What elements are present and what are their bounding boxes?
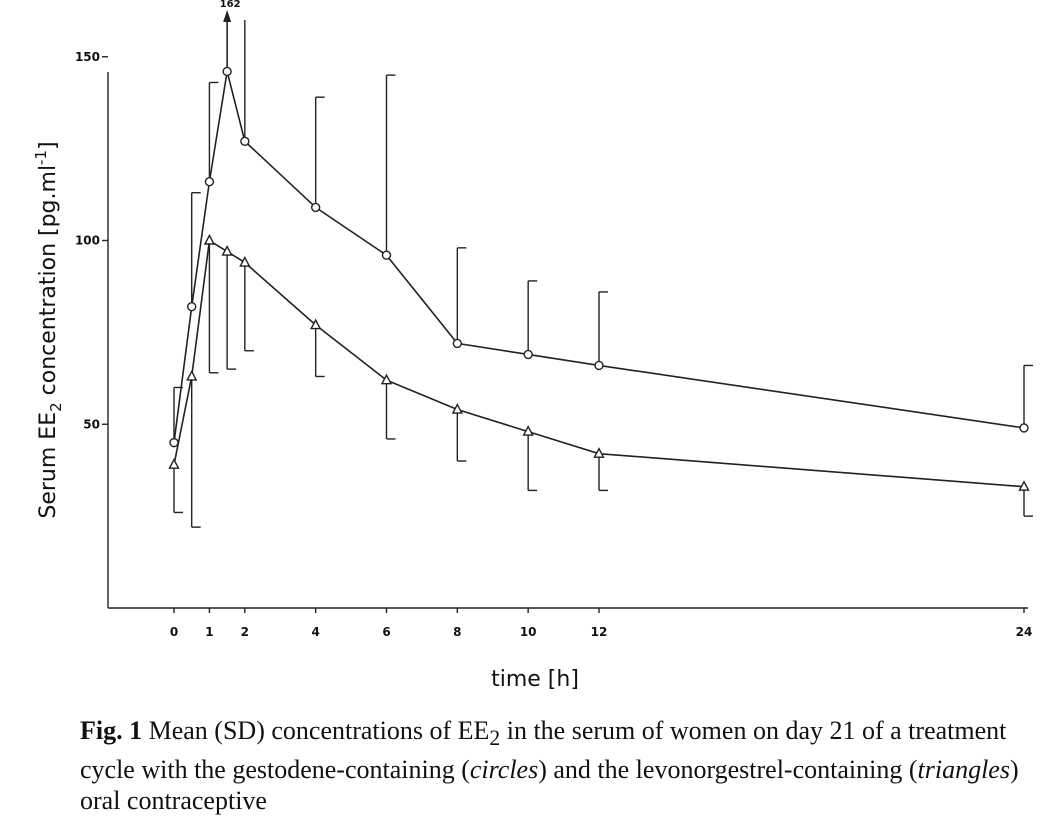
data-point-triangle [168, 458, 180, 469]
data-point-circle [240, 136, 250, 146]
caption-text: in the serum of women on day 21 of a tre… [80, 716, 1007, 785]
x-tick-label: 12 [591, 625, 608, 639]
data-point-circle [169, 437, 179, 448]
data-point-triangle [451, 403, 463, 414]
data-point-triangle [221, 245, 233, 256]
y-axis-label-part: Serum EE [36, 412, 61, 519]
y-axis-label-superscript: -1 [32, 150, 50, 165]
data-point-circle [594, 360, 604, 371]
data-point-circle [204, 176, 215, 187]
y-tick-label: 50 [83, 417, 100, 431]
x-tick-label: 24 [1016, 625, 1033, 639]
x-tick-label: 8 [453, 625, 461, 639]
data-point-triangle [203, 234, 216, 245]
y-tick-label: 150 [75, 50, 100, 64]
caption-italic-circles: circles [469, 755, 539, 785]
figure-caption: Fig. 1 Mean (SD) concentrations of EE2 i… [80, 715, 1030, 816]
x-tick-label: 2 [241, 625, 249, 639]
y-axis-label: Serum EE2 concentration [pg.ml-1] [32, 141, 65, 518]
y-tick-label: 100 [75, 234, 100, 248]
data-point-circle [187, 301, 197, 312]
axes [107, 72, 1028, 609]
caption-text: ) and the levonorgestrel-containing ( [538, 755, 918, 785]
offscale-annotation: 162 [220, 0, 241, 10]
data-point-triangle [310, 318, 322, 330]
caption-text: Mean (SD) concentrations of EE [142, 716, 490, 745]
caption-subscript: 2 [489, 726, 501, 751]
y-axis-label-part: ] [36, 141, 61, 150]
x-tick-label: 0 [170, 625, 178, 639]
x-tick-label: 4 [311, 625, 319, 639]
data-point-circle [1019, 423, 1029, 433]
data-point-triangle [593, 447, 605, 458]
plot-area: 162 [168, 0, 1033, 528]
data-point-triangle [380, 373, 393, 385]
x-tick-label: 10 [520, 625, 537, 639]
figure-label: Fig. 1 [80, 716, 143, 745]
data-point-circle [452, 338, 463, 349]
x-axis-label: time [h] [491, 667, 579, 692]
caption-text: ) oral contraceptive [80, 755, 1019, 816]
error-bar-arrowhead [223, 10, 232, 22]
data-point-triangle [186, 369, 198, 381]
x-tick-label: 1 [205, 625, 213, 639]
data-point-triangle [522, 425, 534, 436]
x-tick-label: 6 [382, 625, 390, 639]
data-point-circle [222, 66, 232, 77]
y-axis-label-subscript: 2 [47, 402, 65, 412]
data-point-circle [310, 202, 321, 213]
y-axis-label-part: concentration [pg.ml [36, 165, 61, 402]
data-point-circle [523, 349, 533, 360]
caption-italic-triangles: triangles [917, 755, 1010, 785]
series-line-circles [173, 71, 1025, 443]
data-point-circle [381, 250, 392, 260]
data-point-triangle [1018, 480, 1030, 491]
data-point-triangle [239, 256, 251, 267]
